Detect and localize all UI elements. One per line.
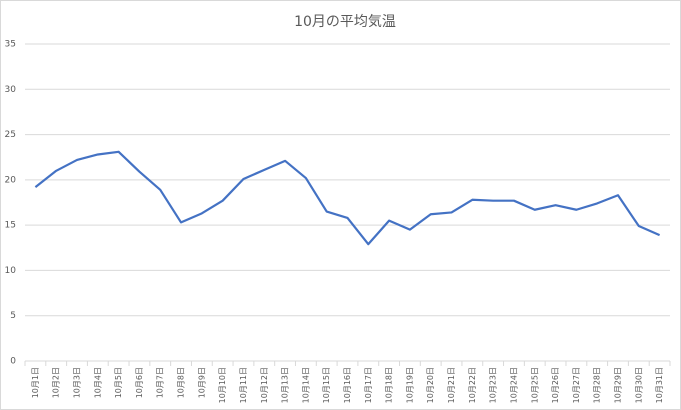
x-tick-label: 10月17日 bbox=[364, 367, 373, 403]
y-tick-label: 0 bbox=[10, 357, 16, 367]
x-tick-label: 10月9日 bbox=[197, 367, 206, 398]
x-tick-label: 10月20日 bbox=[426, 367, 435, 403]
y-tick-label: 35 bbox=[5, 40, 16, 50]
x-tick-label: 10月25日 bbox=[530, 367, 539, 403]
x-tick-label: 10月12日 bbox=[260, 367, 269, 403]
x-tick-label: 10月6日 bbox=[135, 367, 144, 398]
x-tick-label: 10月11日 bbox=[239, 367, 248, 403]
x-tick-label: 10月22日 bbox=[468, 367, 477, 403]
x-tick-label: 10月1日 bbox=[31, 367, 40, 398]
x-tick-label: 10月7日 bbox=[156, 367, 165, 398]
x-tick-label: 10月16日 bbox=[343, 367, 352, 403]
x-tick-label: 10月27日 bbox=[572, 367, 581, 403]
x-tick-label: 10月10日 bbox=[218, 367, 227, 403]
x-tick-label: 10月13日 bbox=[281, 367, 290, 403]
x-tick-label: 10月21日 bbox=[447, 367, 456, 403]
x-tick-label: 10月24日 bbox=[509, 367, 518, 403]
x-tick-label: 10月3日 bbox=[73, 367, 82, 398]
x-tick-label: 10月31日 bbox=[655, 367, 664, 403]
y-tick-label: 20 bbox=[5, 175, 17, 185]
chart-title: 10月の平均気温 bbox=[294, 14, 396, 30]
x-tick-label: 10月14日 bbox=[301, 367, 310, 403]
x-tick-label: 10月15日 bbox=[322, 367, 331, 403]
x-tick-label: 10月23日 bbox=[489, 367, 498, 403]
y-tick-label: 25 bbox=[5, 130, 16, 140]
x-tick-label: 10月28日 bbox=[593, 367, 602, 403]
x-tick-label: 10月4日 bbox=[93, 367, 102, 398]
x-tick-label: 10月30日 bbox=[634, 367, 643, 403]
x-tick-label: 10月5日 bbox=[114, 367, 123, 398]
x-tick-label: 10月8日 bbox=[177, 367, 186, 398]
y-tick-label: 15 bbox=[5, 221, 16, 231]
x-tick-label: 10月18日 bbox=[385, 367, 394, 403]
y-tick-label: 30 bbox=[5, 85, 17, 95]
x-tick-label: 10月2日 bbox=[52, 367, 61, 398]
line-series bbox=[34, 150, 661, 246]
y-tick-label: 10 bbox=[5, 266, 17, 276]
x-tick-label: 10月19日 bbox=[405, 367, 414, 403]
y-tick-label: 5 bbox=[10, 311, 16, 321]
x-tick-label: 10月26日 bbox=[551, 367, 560, 403]
x-tick-label: 10月29日 bbox=[613, 367, 622, 403]
